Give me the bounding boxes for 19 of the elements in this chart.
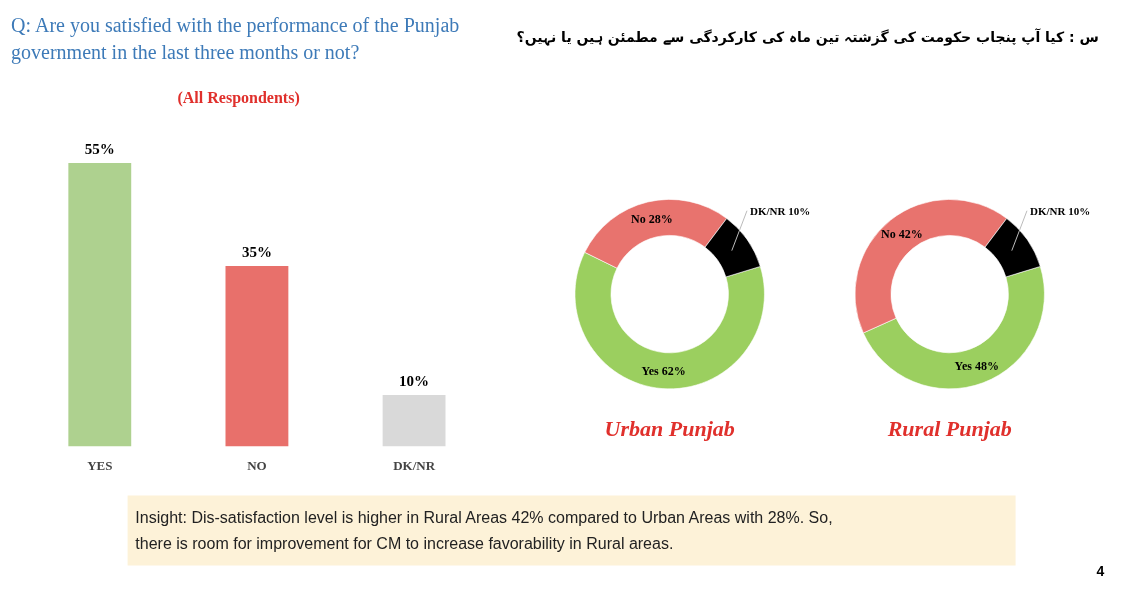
text: Urban Punjab [604,416,735,442]
data-label: 10% [399,372,430,389]
x-tick-label: NO [247,457,267,473]
data-label: 55% [84,141,115,158]
slice-label: DK/NR 10% [749,204,811,217]
text: Insight: Dis-satisfaction level is higher in Rural Areas 42% compared to Urban Areas with 28%. So, there is room for improvement for CM to increase favorability in Rural areas. [135,509,833,552]
chart-title: Q: Are you satisfied with the performance of the Punjab government in the last three months or not? [11,13,460,65]
slice-label: No 42% [881,227,923,242]
slice-label: DK/NR 10% [1029,204,1091,217]
text: س : کیا آپ پنجاب حکومت کی گزشتہ تین ماہ کی کارکردگی سے مطمئن ہیں یا نہیں؟ [516,28,1099,46]
text: 4 [1096,562,1105,579]
slice-label: Yes 48% [954,358,999,373]
chart-subtitle: (All Respondents) [177,89,300,108]
x-tick-label: DK/NR [393,457,436,473]
slice-label: Yes 62% [641,363,686,378]
x-tick-label: YES [87,457,113,473]
text: Rural Punjab [886,416,1012,442]
data-label: 35% [241,244,272,261]
slice-label: No 28% [631,212,673,227]
